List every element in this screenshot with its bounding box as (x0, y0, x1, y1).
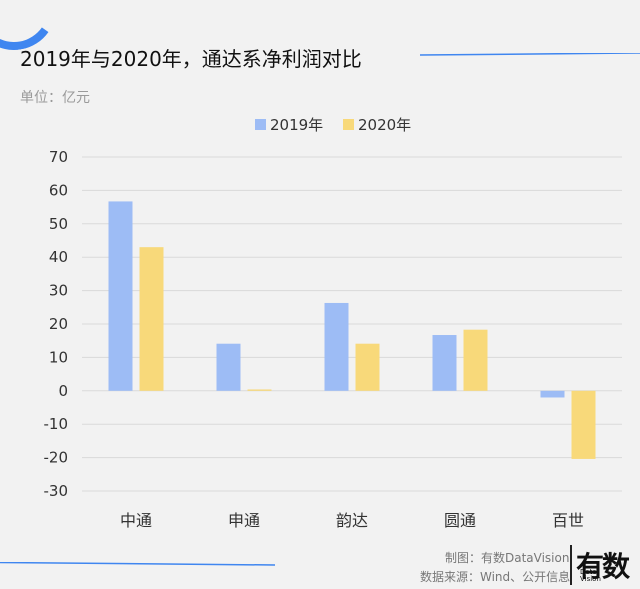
legend-swatch (343, 119, 354, 130)
title-accent-line (420, 53, 640, 56)
y-tick-label: -30 (44, 482, 69, 500)
y-tick-label: 20 (49, 315, 68, 333)
datavision-logo: 有数 Data Vision (570, 545, 636, 585)
bar-2020 (355, 343, 380, 391)
legend-swatch (255, 119, 266, 130)
y-tick-label: 10 (49, 348, 68, 366)
bar-2020 (571, 390, 596, 459)
credit-data-source: 数据来源：Wind、公开信息 (420, 570, 571, 584)
y-axis-ticks: 70 60 50 40 30 20 10 0 -10 -20 -30 (44, 148, 69, 500)
legend-label: 2020年 (358, 116, 411, 134)
y-tick-label: 50 (49, 215, 68, 233)
bar-2020 (463, 329, 488, 391)
y-tick-label: 60 (49, 181, 68, 199)
credit-chart-maker: 制图：有数DataVision (445, 551, 570, 565)
bars (108, 201, 596, 459)
x-tick-label: 中通 (120, 511, 152, 530)
logo-text: 有数 (576, 550, 630, 583)
bar-2020 (247, 389, 272, 391)
y-tick-label: -10 (44, 415, 69, 433)
x-tick-label: 韵达 (336, 511, 368, 530)
y-tick-label: 0 (58, 382, 68, 400)
bar-2019 (432, 335, 457, 391)
footer-accent-line (0, 562, 275, 566)
bar-2019 (216, 343, 241, 391)
y-tick-label: 40 (49, 248, 68, 266)
legend: 2019年 2020年 (255, 116, 411, 134)
bar-2019 (324, 302, 349, 391)
x-axis-ticks: 中通 申通 韵达 圆通 百世 (120, 511, 584, 530)
page-title: 2019年与2020年，通达系净利润对比 (20, 47, 362, 71)
logo-subtext: Data Vision (580, 568, 601, 583)
gridlines (82, 156, 622, 492)
y-tick-label: -20 (44, 449, 69, 467)
y-tick-label: 70 (49, 148, 68, 166)
legend-label: 2019年 (270, 116, 323, 134)
x-tick-label: 百世 (552, 511, 584, 530)
x-tick-label: 申通 (228, 511, 260, 530)
bar-2019 (540, 390, 565, 398)
unit-label: 单位：亿元 (20, 90, 90, 106)
bar-2020 (139, 247, 164, 391)
y-tick-label: 30 (49, 282, 68, 300)
net-profit-bar-chart: 70 60 50 40 30 20 10 0 -10 -20 -30 中通 申通 韵达 圆通 百世 2019… (44, 116, 622, 530)
bar-2019 (108, 201, 133, 391)
x-tick-label: 圆通 (444, 511, 476, 530)
